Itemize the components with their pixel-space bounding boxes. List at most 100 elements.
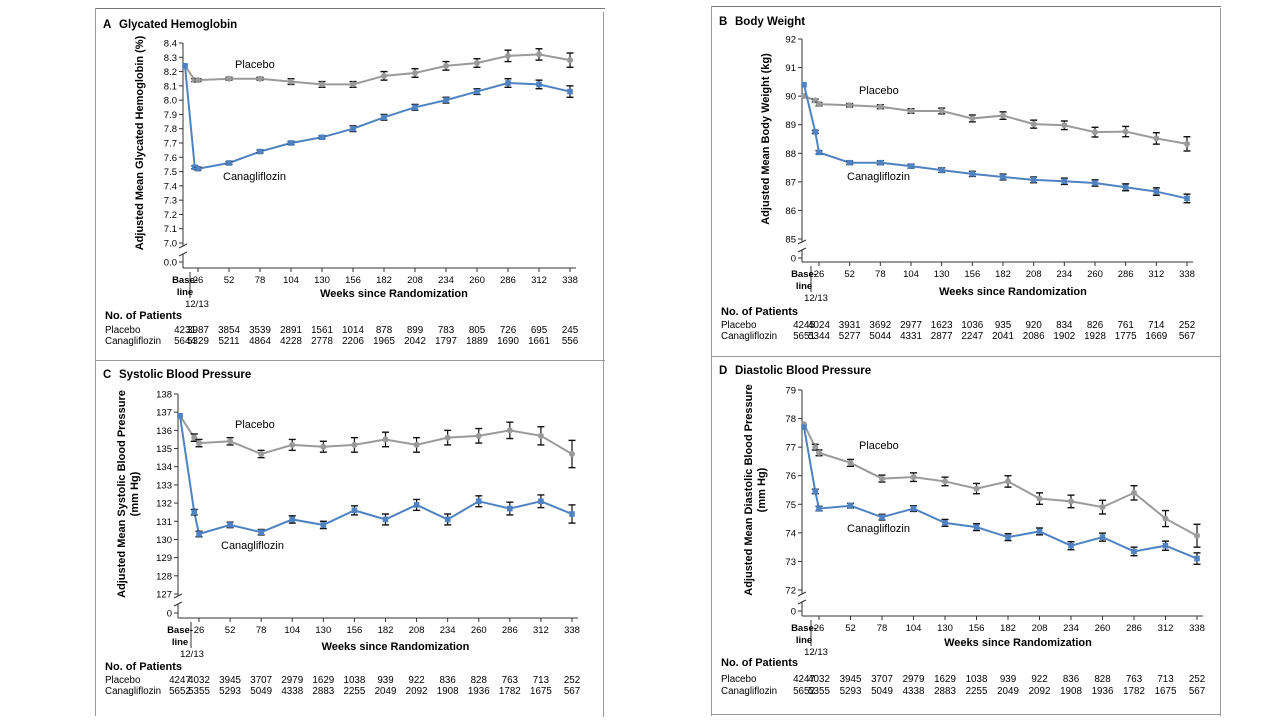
series-label-placebo: Placebo xyxy=(235,59,275,71)
y-tick-label: 87 xyxy=(785,177,796,188)
data-point-canagliflozin xyxy=(1184,195,1190,202)
patients-count-placebo: 3945 xyxy=(840,674,862,685)
y-axis-label: Adjusted Mean Diastolic Blood Pressure xyxy=(743,384,755,596)
y-tick-label: 136 xyxy=(156,426,172,437)
chart-b: B Body Weight Adjusted Mean Body Weight (k… xyxy=(719,16,1195,342)
y-tick-label: 79 xyxy=(785,386,796,397)
x-tick-label: 156 xyxy=(969,623,985,634)
patients-count-canagliflozin: 5293 xyxy=(840,686,862,697)
data-point-canagliflozin xyxy=(350,125,356,132)
y-tick-label: 7.7 xyxy=(164,139,177,150)
x-tick-baseline: Base- xyxy=(791,269,817,280)
y-tick-label: 91 xyxy=(785,63,796,74)
patients-count-placebo: 922 xyxy=(408,675,424,686)
series-label-placebo: Placebo xyxy=(859,440,899,452)
patients-count-placebo: 1036 xyxy=(961,320,983,331)
patients-count-placebo: 922 xyxy=(1031,674,1047,685)
y-tick-label: 8.0 xyxy=(164,96,177,107)
patients-count-canagliflozin: 1908 xyxy=(1060,686,1082,697)
patients-count-placebo: 252 xyxy=(1179,320,1195,331)
panel-border-mid-left xyxy=(95,360,605,361)
x-tick-label: 234 xyxy=(438,275,454,286)
patients-count-placebo: 939 xyxy=(1000,674,1016,685)
x-tick-label: 52 xyxy=(845,623,856,634)
data-point-placebo xyxy=(1184,140,1190,147)
patients-row-label-canagliflozin: Canagliflozin xyxy=(105,686,161,697)
patients-count-canagliflozin: 1782 xyxy=(1123,686,1145,697)
patients-count-canagliflozin: 1908 xyxy=(437,686,459,697)
data-point-canagliflozin xyxy=(1099,534,1106,540)
data-point-canagliflozin xyxy=(1131,548,1137,555)
data-point-canagliflozin xyxy=(536,81,542,88)
patients-count-placebo: 878 xyxy=(376,325,393,336)
data-point-canagliflozin xyxy=(879,514,885,520)
data-point-canagliflozin xyxy=(1036,528,1043,535)
panel-border-mid-right xyxy=(711,356,1221,357)
x-tick-baseline: line xyxy=(177,287,193,298)
patients-count-placebo: 4024 xyxy=(808,320,830,331)
y-tick-label: 73 xyxy=(785,557,796,568)
patients-count-placebo: 1623 xyxy=(931,320,953,331)
patients-row-label-placebo: Placebo xyxy=(721,320,757,331)
chart-c: C Systolic Blood Pressure Adjusted Mean Sy… xyxy=(103,369,580,697)
x-tick-baseline: Base- xyxy=(791,623,817,634)
x-tick-label: 260 xyxy=(471,625,487,636)
patients-count-placebo: 828 xyxy=(1094,674,1111,685)
patients-count-placebo: 939 xyxy=(377,675,393,686)
patients-count-placebo: 805 xyxy=(469,325,486,336)
x-tick-baseline-sub: 12/13 xyxy=(180,649,204,660)
x-tick-label: 182 xyxy=(1000,623,1016,634)
y-tick-label: 130 xyxy=(156,535,172,546)
data-point-placebo xyxy=(1122,128,1129,135)
x-tick-label: 182 xyxy=(995,269,1011,280)
patients-count-canagliflozin: 1675 xyxy=(530,686,552,697)
patients-count-canagliflozin: 2206 xyxy=(342,336,364,347)
data-point-placebo xyxy=(289,441,296,448)
x-tick-label: 286 xyxy=(1118,269,1134,280)
y-tick-label: 89 xyxy=(785,120,796,131)
data-point-canagliflozin xyxy=(474,88,480,95)
data-point-canagliflozin xyxy=(973,524,980,530)
patients-row-label-placebo: Placebo xyxy=(721,674,757,685)
patients-count-canagliflozin: 5355 xyxy=(188,686,210,697)
y-tick-label: 0 xyxy=(791,254,796,265)
x-tick-label: 78 xyxy=(875,269,886,280)
panel-border-left-right xyxy=(603,12,604,717)
patients-count-canagliflozin: 556 xyxy=(562,336,579,347)
data-point-canagliflozin xyxy=(226,160,232,166)
x-tick-label: 234 xyxy=(440,625,456,636)
x-tick-label: 208 xyxy=(1032,623,1048,634)
data-point-placebo xyxy=(319,81,325,88)
patients-count-canagliflozin: 4338 xyxy=(903,686,925,697)
data-point-canagliflozin xyxy=(1162,542,1169,549)
data-point-canagliflozin xyxy=(443,97,449,103)
x-tick-label: 104 xyxy=(903,269,919,280)
panel-border-left-vertical xyxy=(95,8,96,716)
patients-count-canagliflozin: 5044 xyxy=(869,331,891,342)
y-axis-break xyxy=(797,239,807,245)
x-tick-baseline: line xyxy=(172,637,188,648)
data-point-placebo xyxy=(288,78,294,85)
x-tick-baseline: Base- xyxy=(167,625,193,636)
data-point-canagliflozin xyxy=(258,529,264,535)
y-axis-break xyxy=(797,599,807,605)
y-axis-break xyxy=(178,243,188,249)
data-point-canagliflozin xyxy=(288,140,294,146)
data-point-placebo xyxy=(382,436,389,443)
data-point-placebo xyxy=(1000,112,1006,119)
patients-count-placebo: 2891 xyxy=(280,325,302,336)
data-point-canagliflozin xyxy=(1000,174,1006,180)
panel-title: Body Weight xyxy=(735,16,805,28)
patients-count-canagliflozin: 5049 xyxy=(250,686,272,697)
data-point-placebo xyxy=(226,75,232,82)
panel-letter: D xyxy=(719,365,727,377)
y-tick-label: 7.3 xyxy=(164,196,177,207)
data-point-canagliflozin xyxy=(1194,555,1200,562)
data-point-canagliflozin xyxy=(257,148,263,155)
panel-letter: A xyxy=(103,19,111,31)
data-point-canagliflozin xyxy=(816,505,822,512)
x-tick-label: 312 xyxy=(531,275,547,286)
y-tick-label: 8.4 xyxy=(164,39,177,50)
data-point-canagliflozin xyxy=(846,159,853,166)
data-point-placebo xyxy=(908,108,914,114)
